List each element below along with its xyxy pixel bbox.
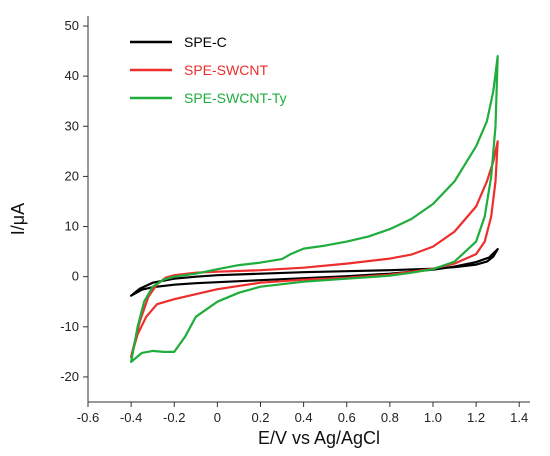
x-tick-label: 0.2 (251, 410, 269, 425)
x-tick-label: -0.6 (77, 410, 99, 425)
x-axis-title: E/V vs Ag/AgCl (258, 428, 380, 448)
legend: SPE-C SPE-SWCNT SPE-SWCNT-Ty (130, 34, 287, 106)
x-tick-label: 0 (214, 410, 221, 425)
legend-label: SPE-SWCNT-Ty (184, 90, 287, 106)
y-tick-label: 0 (72, 269, 79, 284)
x-tick-label: -0.4 (120, 410, 142, 425)
y-tick-label: 40 (65, 68, 79, 83)
plot-area (130, 55, 499, 363)
x-tick-label: 0.8 (381, 410, 399, 425)
axes: -0.6 -0.4 -0.2 0 0.2 0.4 0.6 0.8 1.0 1.2 1.4 -20 -10… (60, 16, 530, 425)
x-tick-label: 0.4 (295, 410, 313, 425)
series-line-spe-swcnt (130, 140, 499, 358)
x-tick-label: 0.6 (338, 410, 356, 425)
series-line-spe-c (130, 248, 499, 297)
x-tick-label: 1.2 (467, 410, 485, 425)
y-tick-label: 50 (65, 18, 79, 33)
legend-item-spe-swcnt: SPE-SWCNT (130, 62, 268, 78)
y-tick-label: 10 (65, 219, 79, 234)
y-axis-title: I/μA (8, 203, 28, 235)
legend-label: SPE-SWCNT (184, 62, 268, 78)
x-tick-label: -0.2 (163, 410, 185, 425)
y-tick-label: -10 (60, 319, 79, 334)
x-tick-label: 1.0 (424, 410, 442, 425)
y-tick-label: 30 (65, 118, 79, 133)
legend-item-spe-c: SPE-C (130, 34, 227, 50)
x-tick-label: 1.4 (510, 410, 528, 425)
legend-label: SPE-C (184, 34, 227, 50)
y-tick-label: 20 (65, 168, 79, 183)
series-line-spe-swcnt-ty (130, 55, 499, 363)
legend-item-spe-swcnt-ty: SPE-SWCNT-Ty (130, 90, 287, 106)
y-tick-label: -20 (60, 369, 79, 384)
